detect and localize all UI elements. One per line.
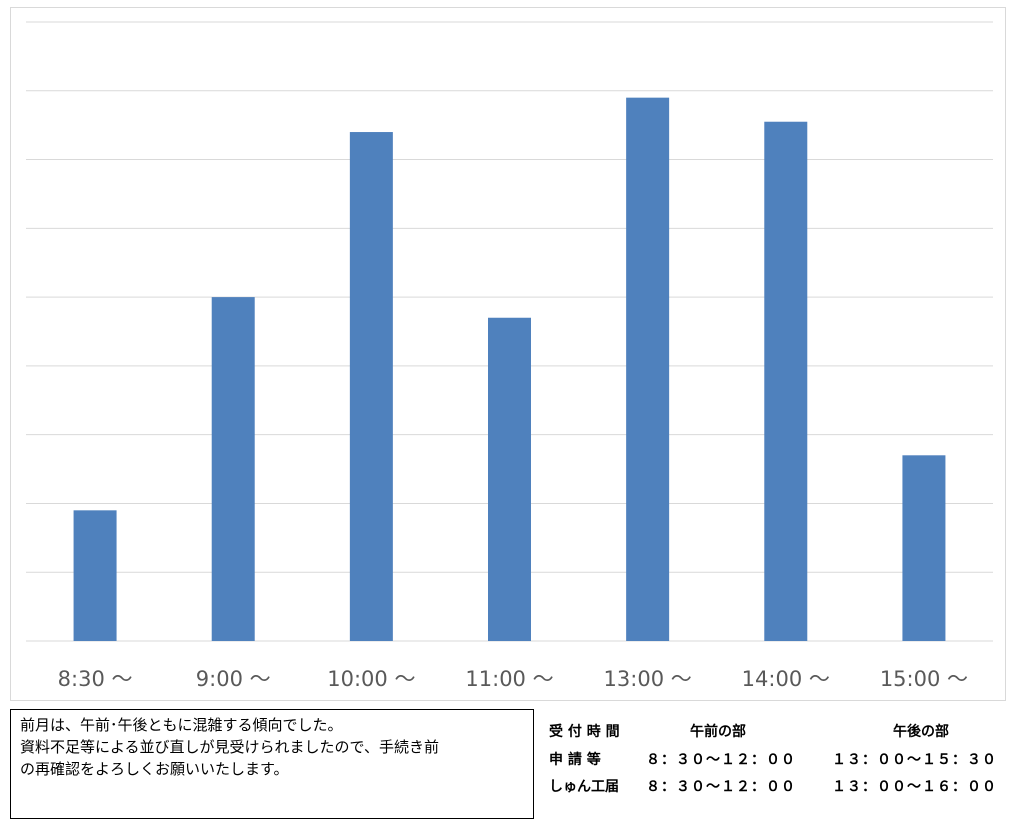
bar: [902, 455, 946, 641]
hours-row-am: ８：３０～１２：００: [646, 779, 796, 795]
bar: [626, 97, 670, 641]
hours-header-label: 受 付 時 間: [549, 724, 620, 740]
note-line: 資料不足等による並び直しが見受けられましたので、手続き前: [20, 738, 439, 756]
chart-area: 8:30 ～ 9:00 ～ 10:00 ～ 11:00 ～ 13:00 ～ 14:00 ～…: [10, 7, 1006, 701]
hours-header-pm: 午後の部: [893, 724, 949, 740]
bar: [73, 510, 117, 641]
hours-header-am: 午前の部: [690, 724, 746, 740]
x-tick-label: 11:00 ～: [465, 667, 553, 691]
hours-row-label: しゅん工届: [549, 779, 619, 795]
bar: [211, 297, 255, 641]
x-tick-label: 9:00 ～: [196, 667, 271, 691]
note-box: 前月は、午前･午後ともに混雑する傾向でした。 資料不足等による並び直しが見受けら…: [10, 709, 534, 819]
x-tick-label: 15:00 ～: [880, 667, 968, 691]
x-tick-label: 14:00 ～: [742, 667, 830, 691]
bar: [488, 317, 531, 641]
bar-chart: 8:30 ～ 9:00 ～ 10:00 ～ 11:00 ～ 13:00 ～ 14:00 ～…: [26, 21, 993, 691]
hours-row-pm: １３：００～１５：３０: [832, 752, 997, 768]
bar: [349, 132, 393, 641]
hours-row-am: ８：３０～１２：００: [646, 752, 796, 768]
x-tick-label: 10:00 ～: [327, 667, 415, 691]
x-tick-label: 13:00 ～: [604, 667, 692, 691]
x-tick-label: 8:30 ～: [58, 667, 133, 691]
hours-row-pm: １３：００～１６：００: [832, 779, 997, 795]
note-line: 前月は、午前･午後ともに混雑する傾向でした。: [20, 716, 343, 734]
bar: [764, 121, 808, 641]
hours-row-label: 申 請 等: [549, 752, 601, 768]
note-line: の再確認をよろしくお願いいたします。: [20, 760, 289, 778]
